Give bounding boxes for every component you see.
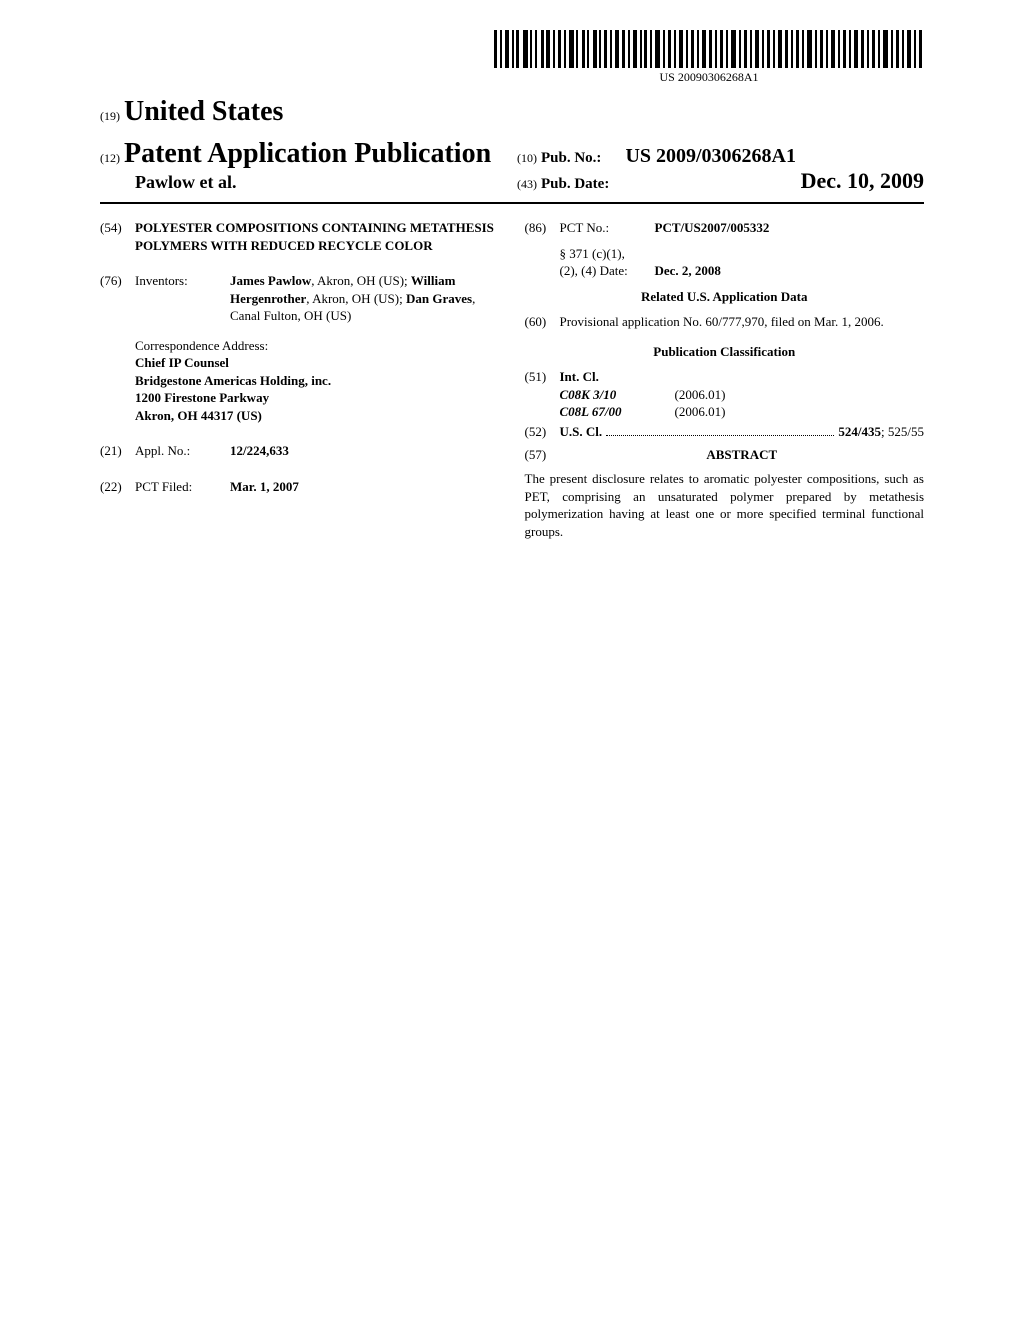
- intcl-row: C08L 67/00 (2006.01): [560, 403, 925, 421]
- label-43: (43): [517, 177, 537, 192]
- corr-line2: Bridgestone Americas Holding, inc.: [135, 372, 500, 390]
- num-22: (22): [100, 478, 135, 496]
- s371-value: Dec. 2, 2008: [655, 262, 925, 280]
- intcl-code-1: C08L 67/00: [560, 403, 675, 421]
- num-52: (52): [525, 423, 560, 441]
- dotted-leader: [606, 435, 834, 436]
- intcl-date-1: (2006.01): [675, 403, 726, 421]
- num-86: (86): [525, 219, 560, 237]
- abstract-header: ABSTRACT: [560, 446, 925, 464]
- related-header: Related U.S. Application Data: [525, 288, 925, 306]
- main-columns: (54) POLYESTER COMPOSITIONS CONTAINING M…: [100, 219, 924, 540]
- field-54: (54) POLYESTER COMPOSITIONS CONTAINING M…: [100, 219, 500, 254]
- label-10: (10): [517, 151, 537, 165]
- barcode-text: US 20090306268A1: [494, 70, 924, 85]
- left-column: (54) POLYESTER COMPOSITIONS CONTAINING M…: [100, 219, 500, 540]
- num-57: (57): [525, 446, 560, 464]
- classification-header: Publication Classification: [525, 343, 925, 361]
- s371-label: § 371 (c)(1), (2), (4) Date:: [560, 245, 655, 280]
- right-column: (86) PCT No.: PCT/US2007/005332 § 371 (c…: [525, 219, 925, 540]
- label-12: (12): [100, 151, 120, 165]
- pub-no-label: Pub. No.:: [541, 150, 601, 166]
- pub-date-label: Pub. Date:: [541, 176, 609, 193]
- field-21: (21) Appl. No.: 12/224,633: [100, 442, 500, 460]
- provisional-value: Provisional application No. 60/777,970, …: [560, 313, 925, 331]
- divider-line: [100, 202, 924, 204]
- field-86: (86) PCT No.: PCT/US2007/005332: [525, 219, 925, 237]
- pctno-label: PCT No.:: [560, 219, 655, 237]
- corr-line3: 1200 Firestone Parkway: [135, 389, 500, 407]
- field-52: (52) U.S. Cl. 524/435; 525/55: [525, 423, 925, 441]
- intcl-date-0: (2006.01): [675, 386, 726, 404]
- barcode-icon: [494, 30, 924, 68]
- field-51: (51) Int. Cl. C08K 3/10 (2006.01) C08L 6…: [525, 368, 925, 421]
- inventors-value: James Pawlow, Akron, OH (US); William He…: [230, 272, 500, 325]
- uscl-value-rest: ; 525/55: [881, 423, 924, 441]
- corr-line4: Akron, OH 44317 (US): [135, 407, 500, 425]
- inventors-label: Inventors:: [135, 272, 230, 325]
- label-19: (19): [100, 109, 120, 123]
- intcl-label: Int. Cl.: [560, 368, 925, 386]
- num-60: (60): [525, 313, 560, 331]
- num-21: (21): [100, 442, 135, 460]
- num-54: (54): [100, 219, 135, 254]
- pctfiled-value: Mar. 1, 2007: [230, 478, 500, 496]
- field-22: (22) PCT Filed: Mar. 1, 2007: [100, 478, 500, 496]
- field-60: (60) Provisional application No. 60/777,…: [525, 313, 925, 331]
- uscl-row: U.S. Cl. 524/435; 525/55: [560, 423, 925, 441]
- publication-type: Patent Application Publication: [124, 138, 491, 169]
- field-57: (57) ABSTRACT: [525, 446, 925, 464]
- field-86b: § 371 (c)(1), (2), (4) Date: Dec. 2, 200…: [525, 245, 925, 280]
- correspondence-block: Correspondence Address: Chief IP Counsel…: [135, 337, 500, 425]
- num-51: (51): [525, 368, 560, 421]
- pctfiled-label: PCT Filed:: [135, 478, 230, 496]
- invention-title: POLYESTER COMPOSITIONS CONTAINING METATH…: [135, 219, 500, 254]
- country: United States: [124, 96, 283, 127]
- uscl-value-bold: 524/435: [838, 423, 881, 441]
- applno-label: Appl. No.:: [135, 442, 230, 460]
- barcode-area: US 20090306268A1: [100, 30, 924, 86]
- patent-page: US 20090306268A1 (19) United States (12)…: [0, 0, 1024, 540]
- corr-line1: Chief IP Counsel: [135, 354, 500, 372]
- applno-value: 12/224,633: [230, 442, 500, 460]
- num-76: (76): [100, 272, 135, 325]
- intcl-code-0: C08K 3/10: [560, 386, 675, 404]
- pctno-value: PCT/US2007/005332: [655, 219, 925, 237]
- authors-line: Pawlow et al.: [135, 172, 507, 193]
- intcl-row: C08K 3/10 (2006.01): [560, 386, 925, 404]
- corr-label: Correspondence Address:: [135, 337, 500, 355]
- field-76: (76) Inventors: James Pawlow, Akron, OH …: [100, 272, 500, 325]
- pub-no-value: US 2009/0306268A1: [625, 145, 796, 167]
- intcl-block: Int. Cl. C08K 3/10 (2006.01) C08L 67/00 …: [560, 368, 925, 421]
- header-block: (19) United States (12) Patent Applicati…: [100, 96, 924, 194]
- pub-date-value: Dec. 10, 2009: [801, 168, 924, 194]
- barcode: US 20090306268A1: [494, 30, 924, 85]
- abstract-text: The present disclosure relates to aromat…: [525, 470, 925, 540]
- uscl-label: U.S. Cl.: [560, 423, 603, 441]
